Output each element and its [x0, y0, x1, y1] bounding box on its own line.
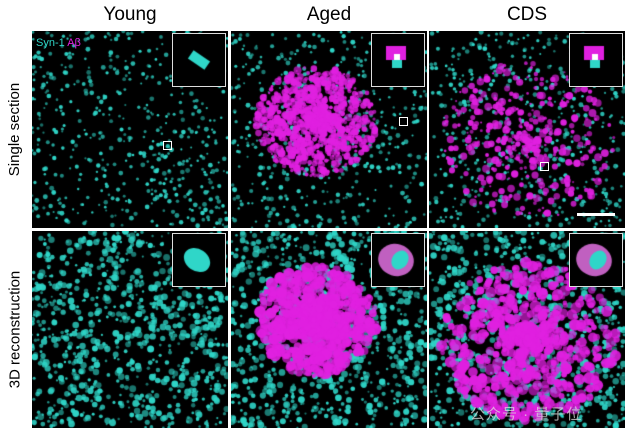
- inset-zoom: [569, 233, 623, 287]
- column-title-young: Young: [103, 4, 157, 25]
- column-title-cds: CDS: [506, 4, 548, 25]
- panel-cds-single-section: [429, 31, 625, 228]
- legend-abeta: Aβ: [67, 37, 81, 49]
- panel-aged-3d: [231, 231, 427, 428]
- channel-legend: Syn-1 Aβ: [36, 37, 81, 49]
- legend-syn1: Syn-1: [36, 37, 65, 49]
- inset-image: [570, 34, 622, 86]
- inset-zoom: [371, 233, 425, 287]
- inset-image: [570, 234, 622, 286]
- roi-box: [540, 162, 549, 171]
- row-label-single-section: Single section: [6, 82, 24, 177]
- column-title-aged: Aged: [306, 4, 352, 25]
- panel-aged-single-section: [231, 31, 427, 228]
- inset-image: [173, 34, 225, 86]
- watermark: 公众号 · 量子位: [470, 406, 583, 423]
- panel-young-single-section: Syn-1 Aβ: [32, 31, 228, 228]
- inset-image: [173, 234, 225, 286]
- panel-young-3d: [32, 231, 228, 428]
- inset-zoom: [172, 233, 226, 287]
- inset-zoom: [569, 33, 623, 87]
- roi-box: [163, 141, 172, 150]
- row-label-3d-reconstruction: 3D reconstruction: [6, 270, 24, 389]
- panel-cds-3d: [429, 231, 625, 428]
- inset-image: [372, 234, 424, 286]
- inset-image: [372, 34, 424, 86]
- scale-bar: [577, 213, 615, 216]
- inset-zoom: [371, 33, 425, 87]
- inset-zoom: [172, 33, 226, 87]
- roi-box: [399, 117, 408, 126]
